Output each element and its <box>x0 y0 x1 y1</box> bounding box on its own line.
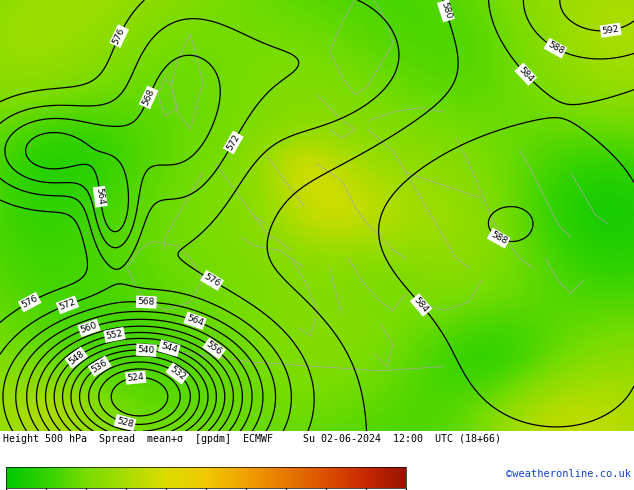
Text: 588: 588 <box>546 40 566 56</box>
Text: 524: 524 <box>127 372 145 383</box>
Text: 548: 548 <box>67 349 86 367</box>
Text: 560: 560 <box>79 321 99 335</box>
Text: 576: 576 <box>202 272 222 289</box>
Text: 564: 564 <box>186 314 205 328</box>
Text: ©weatheronline.co.uk: ©weatheronline.co.uk <box>506 468 631 479</box>
Text: 556: 556 <box>205 340 224 357</box>
Text: 532: 532 <box>168 365 187 382</box>
Text: 552: 552 <box>105 329 124 341</box>
Text: 576: 576 <box>112 26 127 46</box>
Text: 588: 588 <box>489 230 508 246</box>
Text: 576: 576 <box>20 294 39 310</box>
Text: 568: 568 <box>138 297 155 307</box>
Text: 544: 544 <box>160 342 179 355</box>
Text: 584: 584 <box>517 65 535 83</box>
Text: 572: 572 <box>225 133 242 152</box>
Text: 572: 572 <box>58 297 77 312</box>
Text: 568: 568 <box>141 88 156 107</box>
Text: 592: 592 <box>602 24 620 36</box>
Text: 580: 580 <box>439 1 453 21</box>
Text: 528: 528 <box>115 416 134 429</box>
Text: 536: 536 <box>90 358 109 374</box>
Text: 584: 584 <box>412 295 430 315</box>
Text: 540: 540 <box>138 345 155 355</box>
Text: Height 500 hPa  Spread  mean+σ  [gpdm]  ECMWF     Su 02-06-2024  12:00  UTC (18+: Height 500 hPa Spread mean+σ [gpdm] ECMW… <box>3 434 501 444</box>
Text: 564: 564 <box>94 188 106 206</box>
